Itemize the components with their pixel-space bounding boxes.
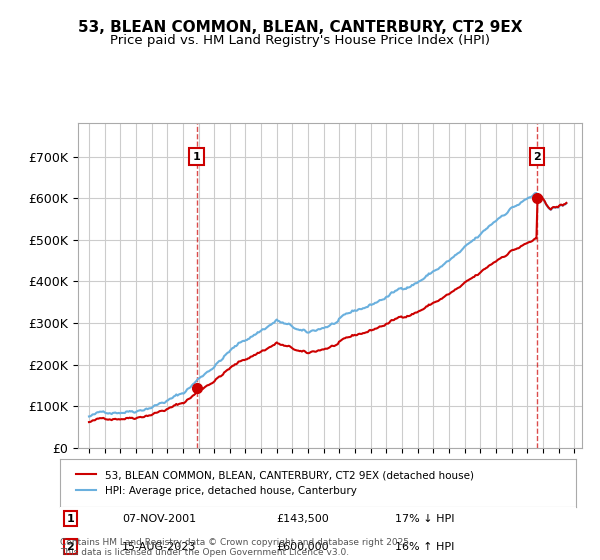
Text: 2: 2 — [67, 542, 74, 552]
Text: Price paid vs. HM Land Registry's House Price Index (HPI): Price paid vs. HM Land Registry's House … — [110, 34, 490, 46]
Text: 17% ↓ HPI: 17% ↓ HPI — [395, 514, 455, 524]
Legend: 53, BLEAN COMMON, BLEAN, CANTERBURY, CT2 9EX (detached house), HPI: Average pric: 53, BLEAN COMMON, BLEAN, CANTERBURY, CT2… — [70, 465, 479, 501]
Text: 2: 2 — [533, 152, 541, 161]
Text: 16% ↑ HPI: 16% ↑ HPI — [395, 542, 455, 552]
Text: £600,000: £600,000 — [277, 542, 329, 552]
Text: Contains HM Land Registry data © Crown copyright and database right 2025.
This d: Contains HM Land Registry data © Crown c… — [60, 538, 412, 557]
Text: £143,500: £143,500 — [277, 514, 329, 524]
Text: 07-NOV-2001: 07-NOV-2001 — [122, 514, 196, 524]
Text: 53, BLEAN COMMON, BLEAN, CANTERBURY, CT2 9EX: 53, BLEAN COMMON, BLEAN, CANTERBURY, CT2… — [78, 20, 522, 35]
Text: 1: 1 — [193, 152, 200, 161]
Text: 15-AUG-2023: 15-AUG-2023 — [122, 542, 196, 552]
Text: 1: 1 — [67, 514, 74, 524]
